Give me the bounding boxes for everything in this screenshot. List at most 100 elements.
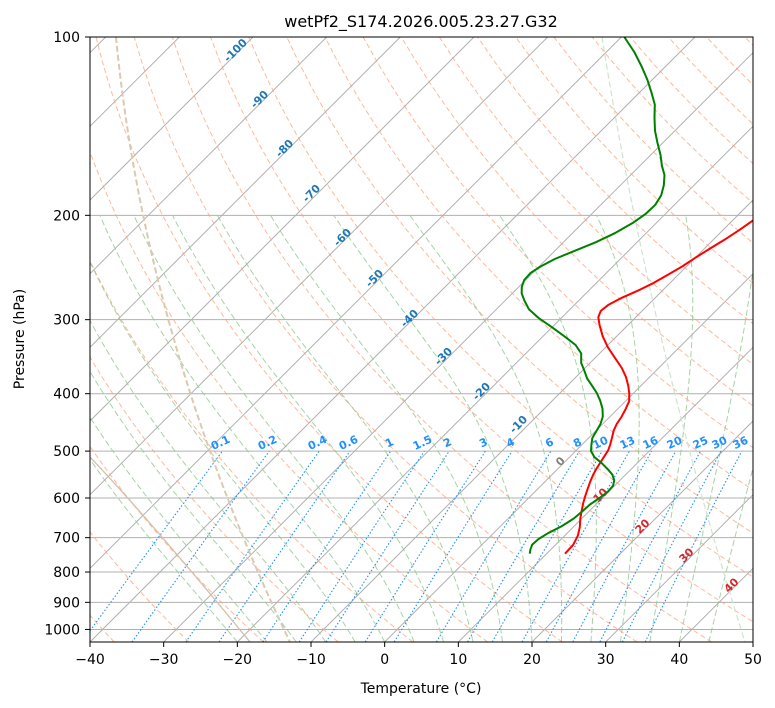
mixing-ratio-label: 16 [641, 434, 661, 452]
y-tick-label: 900 [53, 595, 80, 611]
boundary-curve [601, 37, 746, 642]
boundary-curve [115, 37, 291, 642]
mixing-ratio-line [90, 450, 223, 632]
dry-adiabat-line [95, 37, 563, 642]
moist-adiabat-line [217, 215, 474, 642]
y-tick-label: 300 [53, 313, 80, 329]
moist-adiabat-line [649, 215, 694, 642]
x-tick-label: 40 [670, 652, 688, 668]
sounding-traces [520, 37, 753, 555]
dry-adiabat-line [248, 37, 753, 578]
dry-adiabat-line [324, 37, 753, 491]
isotherm-line [605, 493, 753, 642]
x-axis-label: Temperature (°C) [360, 681, 482, 697]
mixing-ratio-label: 30 [710, 434, 730, 452]
mixing-ratio-line [393, 450, 513, 642]
y-tick-label: 100 [53, 30, 80, 46]
moist-adiabat-line [499, 215, 597, 642]
moist-adiabat-line [409, 215, 563, 642]
isotherm-line [90, 37, 549, 496]
x-tick-label: 30 [597, 652, 615, 668]
mixing-ratio-line [185, 450, 320, 642]
moist-adiabat-line [90, 416, 268, 642]
moist-adiabat-line [678, 265, 753, 642]
x-tick-label: −30 [149, 652, 179, 668]
isotherm-line [90, 37, 401, 349]
dry-adiabat-line [90, 150, 488, 642]
boundary-curve [90, 456, 251, 642]
dry-adiabat-lines [90, 37, 753, 642]
dry-adiabat-line [515, 37, 753, 284]
moist-adiabat-line [90, 319, 327, 642]
dry-adiabat-line [90, 356, 339, 642]
moist-boundary-curves [90, 37, 746, 642]
dry-adiabat-line [400, 37, 753, 407]
chart-title: wetPf2_S174.2026.005.23.27.G32 [284, 12, 558, 32]
y-tick-label: 500 [53, 444, 80, 460]
y-tick-label: 1000 [44, 622, 80, 638]
isotherm-line [90, 37, 622, 570]
moist-adiabat-line [133, 215, 415, 642]
y-axis-ticks: 100 200 300 400 500 600 700 800 900 1000 [44, 30, 90, 638]
y-tick-label: 800 [53, 565, 80, 581]
x-tick-label: 10 [449, 652, 467, 668]
x-tick-label: −20 [223, 652, 253, 668]
isotherm-line [90, 37, 254, 201]
dry-adiabat-line [210, 37, 753, 623]
y-tick-label: 700 [53, 531, 80, 547]
mixing-ratio-line [364, 450, 486, 642]
temperature-line [564, 219, 753, 555]
mixing-ratio-line [545, 450, 653, 642]
isotherm-line [90, 37, 696, 642]
moist-adiabat-line [90, 458, 238, 642]
dry-adiabat-line [90, 445, 264, 642]
dry-adiabat-line [171, 37, 712, 642]
x-tick-label: −10 [296, 652, 326, 668]
moist-adiabat-line [333, 215, 533, 642]
y-tick-label: 600 [53, 491, 80, 507]
moist-adiabat-line [172, 215, 445, 642]
mixing-ratio-line [572, 450, 677, 642]
isotherm-lines [90, 37, 753, 642]
dry-adiabat-line [438, 37, 753, 366]
mixing-ratio-label: 13 [618, 434, 637, 452]
isotherm-line [384, 272, 753, 642]
dry-adiabat-line [90, 259, 414, 642]
mixing-ratio-line [599, 450, 701, 642]
mixing-ratio-line [218, 450, 351, 642]
dry-adiabat-line [90, 531, 190, 642]
x-axis-ticks: −40 −30 −20 −10 0 10 20 30 40 50 [75, 642, 762, 668]
isotherm-line [163, 51, 753, 642]
mixing-ratio-label: 10 [591, 434, 611, 452]
mixing-ratio-label: 25 [691, 434, 710, 452]
mixing-ratio-line [435, 450, 552, 642]
isotherm-line [236, 125, 753, 642]
moist-adiabat-line [596, 215, 640, 642]
x-tick-label: 0 [380, 652, 389, 668]
isotherm-line [90, 37, 328, 275]
mixing-ratio-line [621, 450, 722, 642]
plot-frame [89, 36, 754, 643]
y-tick-label: 400 [53, 387, 80, 403]
mixing-ratio-label: 36 [731, 434, 751, 452]
moist-adiabat-line [270, 215, 503, 642]
x-tick-label: −40 [75, 652, 105, 668]
mixing-ratio-line [644, 450, 743, 642]
isotherm-line [90, 37, 475, 422]
y-tick-label: 200 [53, 208, 80, 224]
mixing-ratio-line [131, 450, 270, 642]
mixing-ratio-label: 20 [665, 434, 685, 452]
mixing-ratio-line [298, 450, 425, 642]
isotherm-line [531, 420, 753, 642]
x-tick-label: 20 [523, 652, 541, 668]
x-tick-label: 50 [744, 652, 762, 668]
moist-adiabat-line [90, 260, 356, 642]
dry-adiabat-line [133, 37, 638, 642]
moist-adiabat-lines [90, 215, 753, 642]
dewpoint-line [520, 37, 666, 554]
mixing-ratio-line [325, 450, 450, 642]
moist-adiabat-line [708, 466, 753, 642]
y-axis-label: Pressure (hPa) [12, 289, 28, 389]
